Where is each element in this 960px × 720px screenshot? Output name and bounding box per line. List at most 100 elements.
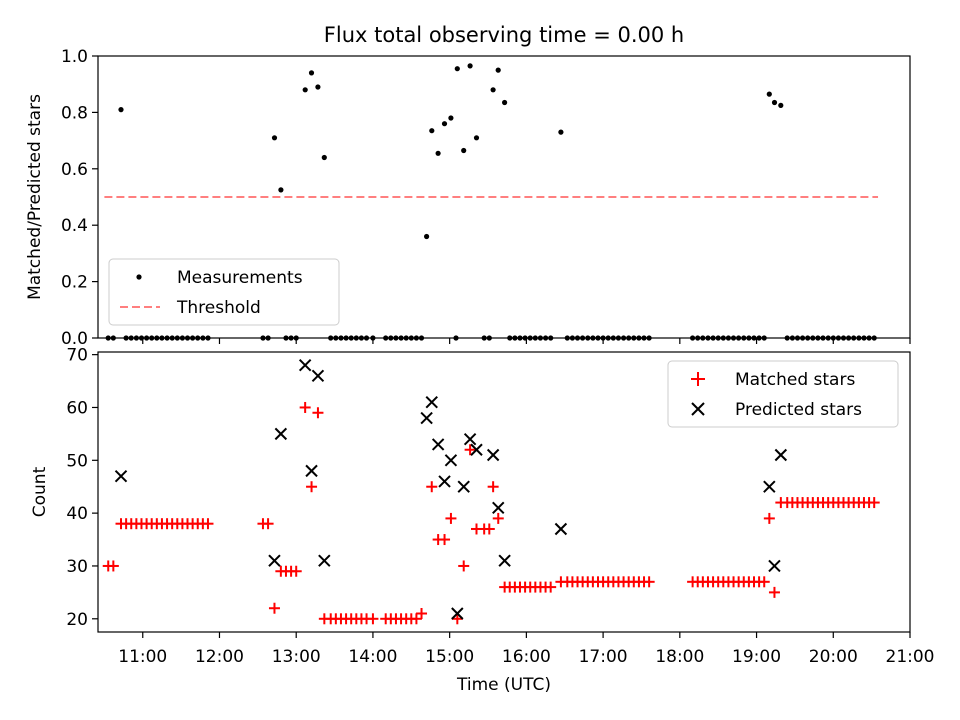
- matched-star-point: [492, 512, 504, 524]
- measurement-point: [308, 70, 315, 76]
- predicted-star-point: [305, 464, 318, 478]
- predicted-star-point: [774, 448, 788, 462]
- matched-star-point: [367, 613, 379, 625]
- predicted-star-point: [763, 480, 776, 493]
- measurement-point: [271, 135, 278, 141]
- predicted-star-point: [444, 454, 458, 467]
- matched-star-point: [262, 518, 274, 530]
- predicted-star-point: [486, 448, 500, 462]
- bottom-y-tick-label: 20: [66, 610, 88, 630]
- measurement-point: [424, 233, 430, 240]
- legend-threshold-label: Threshold: [176, 298, 261, 318]
- bottom-plot-frame: [97, 351, 911, 633]
- legend-predicted-marker: [691, 402, 705, 416]
- bottom-y-tick-label: 50: [66, 451, 88, 471]
- legend-matched-marker: [691, 372, 705, 386]
- measurement-point: [558, 129, 564, 135]
- measurement-point: [490, 87, 496, 93]
- x-axis-label: Time (UTC): [456, 675, 551, 695]
- measurement-point: [778, 102, 784, 108]
- measurement-point: [495, 67, 501, 73]
- top-y-tick-label: 0.6: [61, 160, 88, 180]
- top-chart-title: Flux total observing time = 0.00 h: [324, 23, 684, 47]
- matched-star-point: [868, 497, 880, 509]
- x-tick-label: 20:00: [809, 647, 858, 667]
- bottom-y-tick-label: 70: [66, 346, 88, 366]
- measurement-point: [321, 154, 327, 161]
- x-tick-label: 11:00: [118, 647, 167, 667]
- matched-star-point: [545, 581, 557, 593]
- bottom-panel: 20 30 40 50 60 70 11:00 12:00 13:00 14:00 15:00 16…: [30, 346, 935, 695]
- matched-star-point: [483, 523, 495, 535]
- matched-star-point: [410, 613, 422, 625]
- predicted-star-point: [451, 607, 464, 620]
- bottom-y-tick-label: 40: [66, 504, 88, 524]
- top-y-tick-label: 0.0: [61, 329, 88, 349]
- top-legend: Measurements Threshold: [108, 258, 340, 326]
- bottom-y-tick-label: 60: [66, 398, 88, 418]
- matched-star-point: [416, 608, 428, 620]
- x-tick-label: 14:00: [348, 647, 397, 667]
- bottom-legend: Matched stars Predicted stars: [667, 360, 899, 428]
- predicted-star-point: [298, 359, 312, 372]
- measurement-point: [467, 63, 473, 69]
- bottom-y-axis-label: Count: [30, 466, 50, 517]
- measurement-point: [435, 150, 441, 156]
- predicted-star-point: [311, 369, 325, 382]
- measurement-point: [315, 84, 321, 90]
- matched-star-point: [202, 518, 214, 530]
- measurement-point: [441, 121, 448, 127]
- measurement-point: [771, 99, 778, 106]
- top-y-tick-label: 1.0: [61, 47, 88, 67]
- predicted-star-point: [114, 469, 128, 483]
- matched-star-point: [445, 512, 457, 524]
- predicted-star-point: [457, 480, 470, 493]
- top-y-tick-label: 0.4: [61, 216, 88, 236]
- matched-star-point: [458, 560, 470, 572]
- matched-star-point: [643, 576, 655, 588]
- matched-star-point: [439, 534, 451, 546]
- x-tick-label: 19:00: [732, 647, 781, 667]
- matched-star-point: [268, 602, 280, 614]
- matched-star-point: [290, 565, 302, 577]
- predicted-star-point: [438, 475, 451, 488]
- matched-star-point: [758, 576, 770, 588]
- top-plot-frame: [97, 55, 911, 339]
- predicted-star-point: [554, 522, 568, 536]
- top-panel: 0.0 0.2 0.4 0.6 0.8 1.0 Matched/Predicted sta…: [25, 47, 911, 349]
- measurement-point: [461, 147, 467, 154]
- matched-star-point: [763, 512, 775, 524]
- predicted-star-point: [318, 554, 331, 567]
- matched-star-point: [107, 560, 119, 572]
- legend-matched-label: Matched stars: [735, 370, 855, 390]
- matched-star-point: [306, 481, 318, 493]
- predicted-star-point: [268, 554, 281, 567]
- predicted-star-point: [470, 443, 483, 456]
- predicted-star-point: [463, 432, 477, 446]
- top-y-tick-label: 0.8: [61, 103, 88, 123]
- measurement-point: [302, 87, 308, 93]
- matched-star-point: [426, 481, 438, 493]
- x-tick-label: 21:00: [886, 647, 935, 667]
- matched-star-point: [487, 481, 499, 493]
- measurement-point: [454, 66, 460, 72]
- predicted-star-point: [768, 559, 781, 573]
- x-tick-label: 12:00: [195, 647, 244, 667]
- top-y-axis-label: Matched/Predicted stars: [25, 94, 45, 300]
- matched-star-point: [451, 613, 463, 625]
- x-tick-label: 13:00: [272, 647, 321, 667]
- predicted-star-point: [431, 438, 445, 451]
- matched-star-point: [312, 407, 324, 419]
- x-tick-label: 15:00: [425, 647, 474, 667]
- measurement-point: [448, 115, 454, 121]
- legend-predicted-label: Predicted stars: [735, 400, 862, 420]
- x-tick-label: 16:00: [502, 647, 551, 667]
- predicted-star-point: [274, 427, 288, 441]
- predicted-star-point: [425, 395, 438, 409]
- measurement-point: [473, 135, 480, 141]
- measurement-point: [766, 91, 772, 97]
- matched-star-point: [768, 586, 780, 598]
- predicted-star-point: [492, 501, 505, 515]
- predicted-star-point: [498, 554, 511, 567]
